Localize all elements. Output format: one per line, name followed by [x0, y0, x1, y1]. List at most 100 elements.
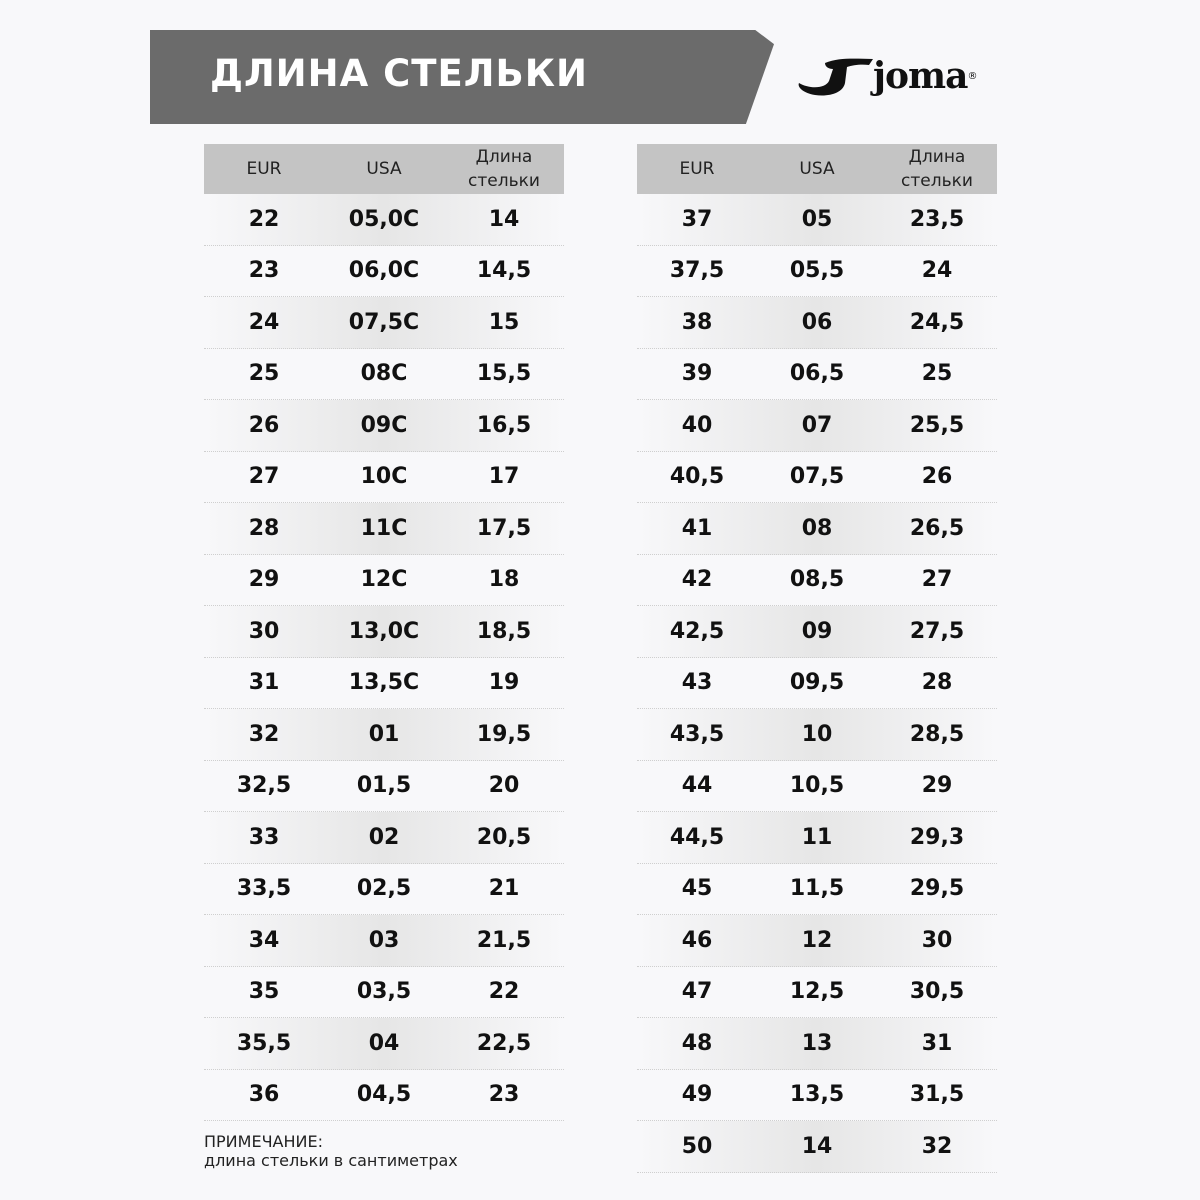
- table-row: 36 04,5 23: [204, 1070, 564, 1121]
- joma-swoosh-icon: [798, 58, 873, 96]
- table-cell: 40: [681, 412, 713, 438]
- table-row: 41 08 26,5: [637, 503, 997, 555]
- table-cell: 20,5: [476, 824, 532, 850]
- table-cell: 33,5: [236, 876, 292, 902]
- table-row: 44,5 11 29,3: [637, 812, 997, 864]
- column-header: USA: [366, 159, 402, 179]
- table-cell: 22: [488, 979, 520, 1005]
- table-cell: 25: [921, 361, 953, 387]
- table-cell: 10: [801, 721, 833, 747]
- table-row: 49 13,5 31,5: [637, 1070, 997, 1121]
- table-row: 25 08C 15,5: [204, 349, 564, 400]
- table-cell: 42: [681, 567, 713, 593]
- table-cell: 25,5: [909, 412, 965, 438]
- table-cell: 05,0C: [348, 206, 420, 232]
- table-cell: 04,5: [356, 1082, 412, 1108]
- column-header: USA: [799, 159, 835, 179]
- joma-logo: joma ®: [795, 55, 977, 97]
- table-cell: 08: [801, 515, 833, 541]
- table-cell: 26: [921, 464, 953, 490]
- table-cell: 44: [681, 773, 713, 799]
- table-cell: 26: [248, 412, 280, 438]
- table-cell: 17: [488, 464, 520, 490]
- table-cell: 46: [681, 927, 713, 953]
- table-row: 39 06,5 25: [637, 349, 997, 400]
- table-cell: 40,5: [669, 464, 725, 490]
- column-header: Длина стельки: [468, 147, 540, 191]
- table-cell: 31: [921, 1030, 953, 1056]
- table-cell: 35: [248, 979, 280, 1005]
- table-row: 35 03,5 22: [204, 967, 564, 1018]
- table-cell: 19: [488, 670, 520, 696]
- table-row: 31 13,5C 19: [204, 658, 564, 709]
- table-cell: 09: [801, 618, 833, 644]
- table-cell: 07,5: [789, 464, 845, 490]
- table-cell: 29: [248, 567, 280, 593]
- size-table-left: EUR USA Длина стельки 22 05,0C 14 23 06,0C 14,5 24…: [204, 144, 564, 1121]
- table-cell: 05,5: [789, 258, 845, 284]
- table-row: 46 12 30: [637, 915, 997, 967]
- table-cell: 31,5: [909, 1082, 965, 1108]
- table-cell: 23: [488, 1082, 520, 1108]
- table-row: 42,5 09 27,5: [637, 606, 997, 658]
- table-cell: 21,5: [476, 927, 532, 953]
- table-cell: 24: [921, 258, 953, 284]
- table-row: 22 05,0C 14: [204, 194, 564, 246]
- page-title: ДЛИНА СТЕЛЬКИ: [210, 52, 588, 95]
- table-row: 38 06 24,5: [637, 297, 997, 349]
- table-cell: 11: [801, 824, 833, 850]
- table-cell: 47: [681, 979, 713, 1005]
- logo-text: joma: [873, 55, 968, 97]
- table-cell: 11C: [360, 515, 408, 541]
- table-row: 43 09,5 28: [637, 658, 997, 709]
- table-cell: 30: [248, 618, 280, 644]
- table-cell: 36: [248, 1082, 280, 1108]
- table-cell: 31: [248, 670, 280, 696]
- table-row: 33,5 02,5 21: [204, 864, 564, 915]
- table-cell: 24: [248, 309, 280, 335]
- size-table-right: EUR USA Длина стельки 37 05 23,5 37,5 05,5 24 38 06…: [637, 144, 997, 1173]
- note: ПРИМЕЧАНИЕ: длина стельки в сантиметрах: [204, 1132, 458, 1170]
- table-cell: 01: [368, 721, 400, 747]
- table-cell: 28: [921, 670, 953, 696]
- table-cell: 27: [921, 567, 953, 593]
- table-cell: 32: [921, 1133, 953, 1159]
- table-cell: 13,5C: [348, 670, 420, 696]
- table-row: 28 11C 17,5: [204, 503, 564, 555]
- column-header: Длина стельки: [901, 147, 973, 191]
- column-header: EUR: [679, 159, 715, 179]
- table-row: 35,5 04 22,5: [204, 1018, 564, 1070]
- table-row: 47 12,5 30,5: [637, 967, 997, 1018]
- column-header: EUR: [246, 159, 282, 179]
- table-cell: 02,5: [356, 876, 412, 902]
- table-cell: 28,5: [909, 721, 965, 747]
- table-cell: 18: [488, 567, 520, 593]
- table-cell: 14: [801, 1133, 833, 1159]
- title-banner: ДЛИНА СТЕЛЬКИ: [150, 30, 774, 124]
- table-cell: 20: [488, 773, 520, 799]
- table-row: 48 13 31: [637, 1018, 997, 1070]
- table-cell: 33: [248, 824, 280, 850]
- table-cell: 49: [681, 1082, 713, 1108]
- table-cell: 32: [248, 721, 280, 747]
- table-cell: 19,5: [476, 721, 532, 747]
- table-cell: 16,5: [476, 412, 532, 438]
- table-row: 42 08,5 27: [637, 555, 997, 606]
- table-cell: 08C: [360, 361, 408, 387]
- table-cell: 34: [248, 927, 280, 953]
- table-row: 23 06,0C 14,5: [204, 246, 564, 297]
- table-row: 37,5 05,5 24: [637, 246, 997, 297]
- table-cell: 22: [248, 206, 280, 232]
- table-header: EUR USA Длина стельки: [204, 144, 564, 194]
- note-label: ПРИМЕЧАНИЕ:: [204, 1132, 323, 1151]
- table-cell: 12: [801, 927, 833, 953]
- table-row: 24 07,5C 15: [204, 297, 564, 349]
- table-cell: 05: [801, 206, 833, 232]
- table-cell: 45: [681, 876, 713, 902]
- table-cell: 38: [681, 309, 713, 335]
- table-cell: 15,5: [476, 361, 532, 387]
- table-cell: 37,5: [669, 258, 725, 284]
- table-cell: 23,5: [909, 206, 965, 232]
- table-cell: 12,5: [789, 979, 845, 1005]
- table-cell: 27,5: [909, 618, 965, 644]
